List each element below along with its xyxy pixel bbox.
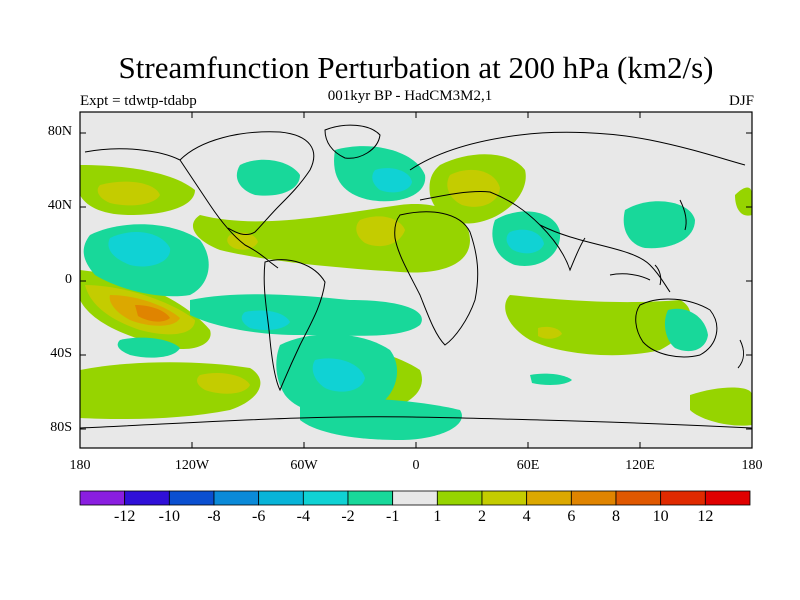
colorbar-label-8: 2	[478, 508, 486, 525]
field-core-north-atlantic	[372, 168, 412, 193]
colorbar-label-9: 4	[522, 508, 531, 525]
coast-greenland	[324, 124, 381, 159]
lat-label-80n: 80N	[47, 124, 72, 139]
experiment-label: Expt = tdwtp-tdabp	[80, 93, 197, 109]
lon-label-180-east: 180	[741, 458, 763, 473]
coast-japan	[679, 199, 687, 231]
field-core-northeast-pacific	[108, 232, 171, 267]
colorbar-swatch-14	[704, 490, 751, 506]
coast-eurasia	[409, 131, 746, 293]
coast-australia	[635, 298, 718, 358]
field-core-middle-east	[506, 229, 544, 254]
field-yellow-central-america	[227, 232, 258, 250]
colorbar-swatch-9	[481, 490, 528, 506]
axis-ticks	[80, 112, 752, 448]
colorbar-swatch-0	[79, 490, 126, 506]
colorbar-swatch-13	[660, 490, 706, 506]
field-southern-indian-cyan	[530, 373, 572, 385]
field-far-east	[735, 187, 752, 216]
lon-label-60w: 60W	[290, 458, 318, 473]
colorbar-swatch-7	[392, 490, 438, 506]
colorbar-label-11: 8	[612, 508, 620, 525]
field-asia-cyan	[623, 201, 695, 249]
lat-label-80s: 80S	[50, 420, 72, 435]
field-austral-east	[690, 387, 752, 426]
colorbar-label-1: -10	[158, 508, 180, 525]
field-yellow-europe	[447, 169, 500, 207]
colorbar-label-4: -4	[296, 508, 310, 525]
coastlines	[80, 124, 752, 429]
colorbar-label-6: -1	[385, 508, 400, 525]
field-orange-core	[135, 305, 170, 322]
colorbar-label-5: -2	[341, 508, 355, 525]
field-south-indian	[505, 295, 691, 356]
coast-africa	[394, 211, 479, 346]
coast-maritime-continent	[609, 264, 662, 286]
colorbar-swatch-3	[213, 490, 260, 506]
field-pacific-cyan-south	[117, 337, 180, 358]
field-antarctic-cyan	[300, 398, 462, 440]
coast-india	[539, 224, 586, 272]
map-subtitle: 001kyr BP - HadCM3M2,1	[327, 88, 493, 104]
coast-antarctica	[80, 416, 752, 429]
colorbar-swatch-11	[570, 490, 617, 506]
colorbar-label-7: 1	[433, 508, 442, 525]
lon-label-120w: 120W	[174, 458, 210, 473]
field-yellow-south-pacific-2	[197, 373, 250, 394]
coast-new-zealand	[737, 339, 744, 369]
lon-label-0: 0	[412, 458, 420, 473]
colorbar-swatch-8	[436, 490, 483, 506]
field-austral-cyan	[664, 308, 708, 352]
lat-label-40s: 40S	[50, 346, 72, 361]
colorbar-label-3: -6	[251, 508, 266, 525]
season-label: DJF	[728, 93, 754, 109]
colorbar-label-0: -12	[113, 508, 136, 525]
field-yellow-indian	[538, 326, 562, 339]
colorbar-swatch-4	[258, 490, 304, 506]
colorbar-swatch-12	[615, 490, 662, 506]
field-yellow-atlantic	[356, 216, 405, 247]
contour-fields	[80, 146, 752, 440]
colorbar-label-10: 6	[567, 508, 576, 525]
colorbar-label-2: -8	[207, 508, 221, 525]
lon-label-60e: 60E	[516, 458, 540, 473]
field-core-south-america	[312, 358, 365, 392]
colorbar-label-13: 12	[697, 508, 714, 525]
lon-label-180-west: 180	[69, 458, 91, 473]
map-title: Streamfunction Perturbation at 200 hPa (…	[118, 50, 714, 85]
coast-north-america	[84, 131, 315, 269]
field-core-south-atlantic	[241, 310, 290, 330]
colorbar-swatch-6	[347, 490, 394, 506]
field-north-america-cyan	[236, 159, 300, 196]
lon-label-120e: 120E	[625, 458, 655, 473]
colorbar-swatch-1	[124, 490, 170, 506]
colorbar	[79, 490, 751, 506]
lat-label-40n: 40N	[47, 198, 72, 213]
lat-label-0: 0	[65, 272, 72, 287]
coast-south-america	[263, 259, 326, 392]
colorbar-label-12: 10	[652, 508, 669, 525]
field-yellow-north-pacific	[97, 181, 160, 206]
colorbar-swatch-10	[526, 490, 572, 506]
colorbar-swatch-2	[168, 490, 215, 506]
colorbar-swatch-5	[302, 490, 349, 506]
